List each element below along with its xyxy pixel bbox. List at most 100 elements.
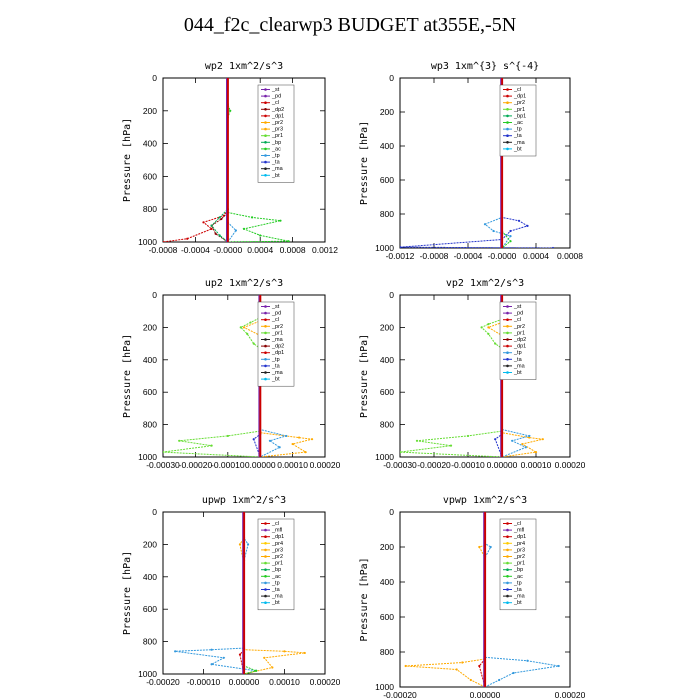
y-tick-label: 0 — [389, 507, 394, 517]
y-tick-label: 1000 — [375, 243, 394, 253]
series-line-pr2 — [405, 512, 486, 687]
legend-marker — [264, 575, 267, 578]
legend-marker — [506, 88, 509, 91]
legend-entry: _cl — [271, 317, 279, 323]
legend-entry: _tp — [513, 127, 522, 133]
series-point-tp — [524, 446, 527, 449]
legend-entry: _ma — [271, 594, 284, 600]
legend-entry: _ac — [271, 574, 281, 580]
legend-marker — [264, 344, 267, 348]
legend-marker — [506, 548, 509, 552]
legend-marker — [264, 528, 267, 532]
y-tick-label: 400 — [143, 572, 157, 582]
y-tick-label: 600 — [143, 387, 157, 397]
legend-marker — [264, 318, 267, 322]
y-tick-label: 800 — [143, 637, 157, 647]
legend-box — [499, 84, 537, 157]
legend-marker — [264, 338, 267, 341]
legend-marker — [264, 134, 267, 137]
legend-entry: _bp — [271, 567, 281, 573]
series-point-pr2 — [297, 436, 301, 439]
series-point-tp — [285, 434, 288, 438]
series-point-pr2 — [404, 664, 407, 668]
legend-marker — [506, 575, 509, 578]
y-tick-label: 600 — [143, 604, 157, 614]
x-tick-label: -0.0012 — [386, 251, 415, 261]
panel-title: vp2 1xm^2/s^3 — [446, 278, 524, 289]
y-tick-label: 200 — [380, 322, 394, 332]
legend-marker — [506, 542, 509, 545]
legend-entry: _st — [271, 87, 280, 93]
legend-entry: _ma — [271, 370, 284, 376]
panel-title: up2 1xm^2/s^3 — [205, 278, 283, 289]
legend-entry: _ta — [271, 160, 281, 166]
legend-entry: _pr3 — [513, 547, 525, 553]
series-point-pr2 — [238, 543, 242, 546]
legend-marker — [264, 601, 267, 604]
legend-marker — [264, 325, 267, 328]
legend-entry: _dp1 — [271, 350, 284, 356]
legend-marker — [506, 108, 509, 111]
series-point-ac — [255, 669, 258, 672]
series-point-bp — [210, 224, 213, 227]
series-point-tp — [268, 439, 272, 442]
legend-entry: _tp — [271, 153, 280, 159]
legend-box — [499, 518, 537, 611]
series-point-pr2 — [487, 326, 490, 329]
series-point-dp1 — [238, 653, 242, 656]
legend-marker — [506, 114, 509, 118]
legend-marker — [264, 305, 267, 308]
x-tick-label: 0.00020 — [310, 460, 341, 470]
legend-entry: _pr1 — [271, 561, 283, 567]
x-tick-label: -0.00020 — [383, 690, 417, 700]
legend-entry: _pr3 — [271, 127, 283, 133]
legend-entry: _bt — [271, 173, 280, 179]
legend-entry: _pd — [271, 94, 281, 100]
series-point-pr1 — [163, 451, 165, 454]
legend-marker — [264, 535, 267, 538]
plot-frame — [399, 294, 571, 458]
legend-marker — [264, 88, 267, 91]
legend-marker — [506, 338, 509, 341]
legend-entry: _pr2 — [271, 554, 283, 560]
y-tick-label: 400 — [380, 577, 394, 587]
series-point-pr2 — [291, 442, 294, 446]
legend-entry: _cl — [271, 521, 279, 527]
series-point-pr1 — [287, 240, 290, 242]
series-line-pr2 — [239, 512, 305, 674]
legend-marker — [264, 377, 267, 381]
panel-title: upwp 1xm^2/s^3 — [202, 495, 286, 506]
series-point-dp1 — [163, 240, 165, 242]
series-point-pr2 — [528, 436, 531, 439]
legend-marker — [506, 344, 509, 348]
x-tick-label: 0.00000 — [470, 690, 501, 700]
legend-marker — [264, 358, 267, 361]
legend-marker — [264, 548, 267, 552]
series-point-pr1 — [229, 109, 232, 112]
legend-marker — [264, 351, 267, 355]
legend-entry: _bp — [513, 567, 523, 573]
series-point-pr1 — [249, 321, 252, 324]
series-point-pr2 — [461, 661, 464, 664]
series-point-tp — [509, 235, 512, 238]
series-point-pr1 — [279, 219, 282, 222]
x-tick-label: 0.00020 — [310, 677, 341, 687]
legend-entry: _pr3 — [271, 547, 283, 553]
legend-marker — [264, 141, 267, 144]
series-point-pr1 — [242, 227, 246, 230]
panel-3: up2 1xm^2/s^3 Pressure [hPa] 0 200 400 600 800… — [122, 278, 341, 470]
series-line-ta — [227, 78, 237, 242]
y-tick-label: 800 — [143, 420, 157, 430]
legend-entry: _pr4 — [271, 541, 283, 547]
legend-entry: _pr2 — [513, 100, 525, 106]
series-point-pr1 — [178, 439, 181, 442]
legend-marker — [264, 581, 267, 585]
legend-marker — [506, 311, 509, 315]
series-point-dp1 — [210, 227, 213, 230]
legend-marker — [264, 101, 267, 104]
legend-marker — [506, 594, 509, 598]
legend-marker — [264, 542, 267, 545]
y-tick-label: 0 — [389, 73, 394, 83]
x-tick-label: -0.00020 — [146, 677, 180, 687]
series-point-pr2 — [478, 545, 481, 549]
